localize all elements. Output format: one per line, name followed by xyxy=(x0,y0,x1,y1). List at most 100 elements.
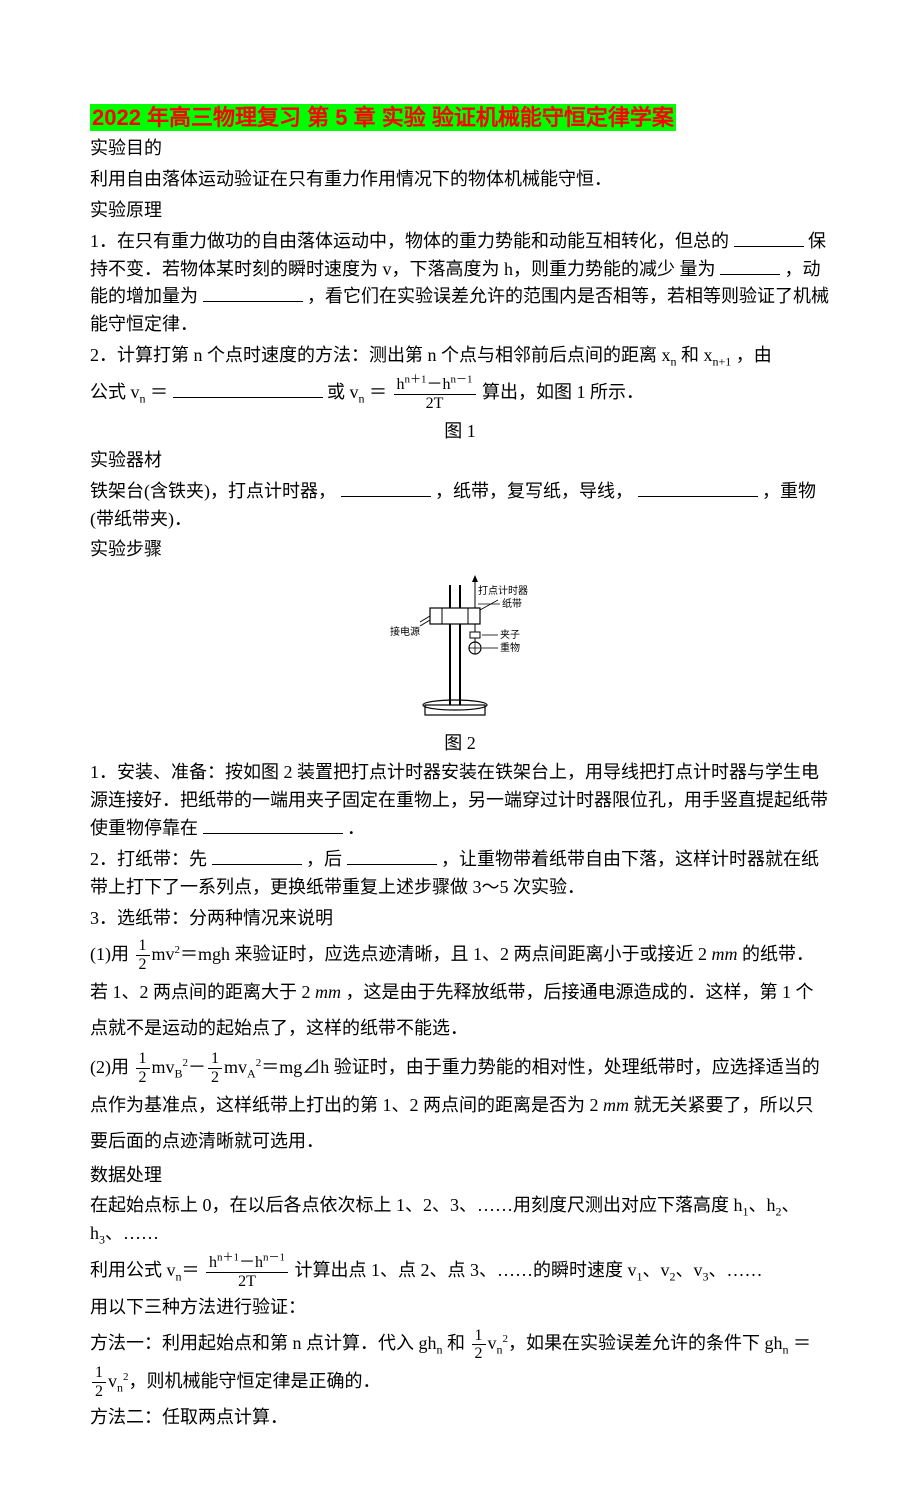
t: h xyxy=(397,376,405,393)
t: 2 xyxy=(136,956,150,974)
blank xyxy=(341,478,431,497)
label-timer: 打点计时器 xyxy=(478,584,528,597)
t: 2 xyxy=(136,1069,150,1087)
apparatus-diagram: 打点计时器 纸带 接电源 夹子 重物 xyxy=(370,570,550,720)
title-wrap: 2022 年高三物理复习 第 5 章 实验 验证机械能守恒定律学案 xyxy=(90,100,830,132)
blank xyxy=(720,256,780,275)
t: n＋1 xyxy=(405,374,427,386)
blank xyxy=(173,379,323,398)
text: 利用公式 v xyxy=(90,1260,176,1280)
text: 或 v xyxy=(327,382,359,402)
t: A xyxy=(247,1066,256,1080)
t: 2 xyxy=(472,1345,486,1363)
t: 1 xyxy=(472,1327,486,1346)
label-power: 接电源 xyxy=(390,625,420,638)
text: 2．打纸带：先 xyxy=(90,849,207,869)
formula-line: 公式 vn ＝ 或 vn ＝ hn＋1－hn－1 2T 算出，如图 1 所示． xyxy=(90,373,830,413)
page: 2022 年高三物理复习 第 5 章 实验 验证机械能守恒定律学案 实验目的 利… xyxy=(0,0,920,1495)
label-tape: 纸带 xyxy=(502,597,522,610)
fraction-half: 1 2 xyxy=(472,1327,486,1363)
t: 、…… xyxy=(105,1223,159,1243)
text: ，则机械能守恒定律是正确的． xyxy=(129,1371,381,1391)
blank xyxy=(638,478,758,497)
caption-fig2: 图 2 xyxy=(90,729,830,755)
t: mv xyxy=(224,1057,247,1077)
t: 、v xyxy=(676,1260,703,1280)
text: ＝ xyxy=(369,382,387,402)
page-title: 2022 年高三物理复习 第 5 章 实验 验证机械能守恒定律学案 xyxy=(90,104,676,131)
step-3: 3．选纸带：分两种情况来说明 xyxy=(90,905,830,933)
text: 计算出点 1、点 2、点 3、……的瞬时速度 v xyxy=(295,1260,637,1280)
text: 公式 v xyxy=(90,382,140,402)
text: mm xyxy=(315,982,346,1002)
t: 1 xyxy=(136,937,150,956)
t: 2T xyxy=(206,1273,288,1291)
t: 1 xyxy=(136,1050,150,1069)
fraction-half: 1 2 xyxy=(208,1050,222,1086)
principle-1: 1．在只有重力做功的自由落体运动中，物体的重力势能和动能互相转化，但总的 保持不… xyxy=(90,228,830,340)
fraction-half: 1 2 xyxy=(136,1050,150,1086)
purpose-text: 利用自由落体运动验证在只有重力作用情况下的物体机械能守恒． xyxy=(90,166,830,194)
fraction: hn＋1－hn－1 2T xyxy=(206,1254,288,1290)
text: 铁架台(含铁夹)，打点计时器， xyxy=(90,481,336,501)
step-2: 2．打纸带：先 ，后 ，让重物带着纸带自由下落，这样计时器就在纸带上打下了一系列… xyxy=(90,846,830,902)
text: ＝ xyxy=(150,382,168,402)
t: n xyxy=(783,1342,789,1356)
fraction-half: 1 2 xyxy=(92,1364,106,1400)
t: 1 xyxy=(92,1364,106,1383)
text: mm xyxy=(603,1095,634,1115)
t: 和 xyxy=(443,1333,466,1353)
heading-principle: 实验原理 xyxy=(90,197,830,225)
text: 在起始点标上 0，在以后各点依次标上 1、2、3、……用刻度尺测出对应下落高度 … xyxy=(90,1195,743,1215)
text: mm xyxy=(712,944,743,964)
t: 2T xyxy=(394,395,476,413)
blank xyxy=(734,228,804,247)
text: ，看它们在实验误差允许的范围内是否相等，若相等则验证了机械能守恒定律． xyxy=(90,286,829,334)
t: 1 xyxy=(208,1050,222,1069)
text: ，由 xyxy=(736,345,772,365)
t: n－1 xyxy=(263,1252,285,1264)
t: B xyxy=(175,1066,183,1080)
heading-purpose: 实验目的 xyxy=(90,135,830,163)
heading-apparatus: 实验器材 xyxy=(90,447,830,475)
heading-steps: 实验步骤 xyxy=(90,536,830,564)
t: － xyxy=(188,1057,206,1077)
label-clip: 夹子 xyxy=(500,628,520,641)
t: h xyxy=(209,1254,217,1271)
fraction: hn＋1－hn－1 2T xyxy=(394,376,476,412)
fraction-half: 1 2 xyxy=(136,937,150,973)
data-p3: 用以下三种方法进行验证： xyxy=(90,1294,830,1322)
principle-2: 2．计算打第 n 个点时速度的方法：测出第 n 个点与相邻前后点间的距离 xn … xyxy=(90,342,830,370)
text: ，后 xyxy=(306,849,342,869)
text: ，纸带，复写纸，导线， xyxy=(435,481,633,501)
t: －h xyxy=(239,1254,263,1271)
text: ＝mgh 来验证时，应选点迹清晰，且 1、2 两点间距离小于或接近 2 xyxy=(180,944,712,964)
text: 2．计算打第 n 个点时速度的方法：测出第 n 个点与相邻前后点间的距离 x xyxy=(90,345,671,365)
step-3-2: (2)用 1 2 mvB2－ 1 2 mvA2＝mg⊿h 验证时，由于重力势能的… xyxy=(90,1049,830,1159)
data-p1: 在起始点标上 0，在以后各点依次标上 1、2、3、……用刻度尺测出对应下落高度 … xyxy=(90,1192,830,1248)
text: 量为 xyxy=(680,259,716,279)
blank xyxy=(212,846,302,865)
text: 和 x xyxy=(681,345,713,365)
diagram-fig2: 打点计时器 纸带 接电源 夹子 重物 xyxy=(90,570,830,725)
apparatus-text: 铁架台(含铁夹)，打点计时器， ，纸带，复写纸，导线， ，重物(带纸带夹)． xyxy=(90,478,830,534)
method-2: 方法二：任取两点计算． xyxy=(90,1404,830,1432)
text: 1．在只有重力做功的自由落体运动中，物体的重力势能和动能互相转化，但总的 xyxy=(90,231,729,251)
t: ＝ xyxy=(182,1260,200,1280)
t: 、h xyxy=(749,1195,776,1215)
heading-data: 数据处理 xyxy=(90,1162,830,1190)
step-3-1: (1)用 1 2 mv2 ＝mgh 来验证时，应选点迹清晰，且 1、2 两点间距离… xyxy=(90,936,830,1046)
t: mv xyxy=(152,1057,175,1077)
blank xyxy=(203,283,303,302)
text: 1．安装、准备：按如图 2 装置把打点计时器安装在铁架台上，用导线把打点计时器与… xyxy=(90,762,828,838)
text: (1)用 xyxy=(90,944,129,964)
t: ＝ xyxy=(793,1333,811,1353)
caption-fig1: 图 1 xyxy=(90,417,830,443)
step-1: 1．安装、准备：按如图 2 装置把打点计时器安装在铁架台上，用导线把打点计时器与… xyxy=(90,759,830,843)
method-1: 方法一：利用起始点和第 n 点计算．代入 ghn 和 1 2 vn2，如果在实验… xyxy=(90,1325,830,1401)
t: v xyxy=(108,1371,117,1391)
text: mv xyxy=(152,944,175,964)
text: ． xyxy=(347,818,365,838)
t: 2 xyxy=(92,1383,106,1401)
text: (2)用 xyxy=(90,1057,129,1077)
